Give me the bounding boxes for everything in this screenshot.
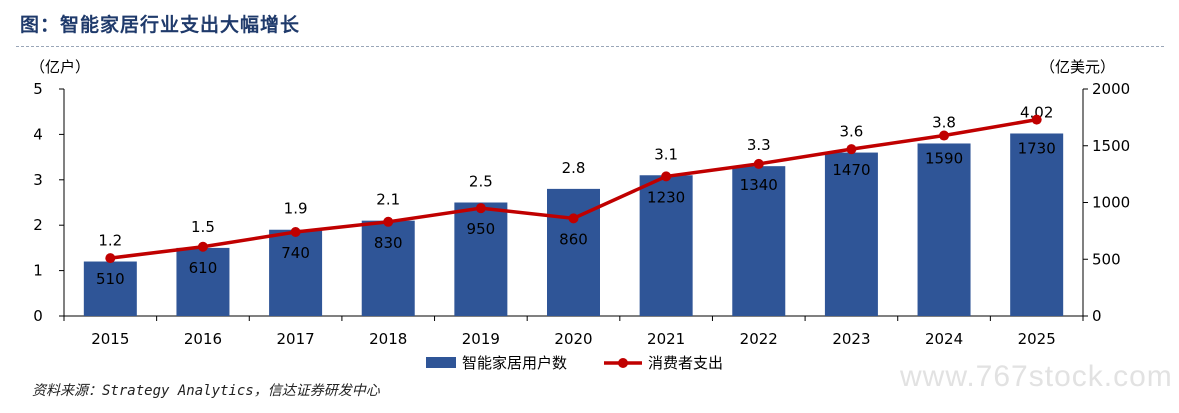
bar: [1010, 133, 1064, 316]
line-value-label: 830: [374, 234, 403, 252]
spending-point: [105, 253, 116, 264]
spending-point: [475, 203, 486, 214]
bar: [824, 152, 878, 316]
line-value-label: 950: [467, 220, 496, 238]
bar: [639, 175, 693, 316]
left-axis-label: （亿户）: [30, 58, 90, 76]
spending-point: [1031, 114, 1042, 125]
line-value-label: 860: [559, 230, 588, 248]
left-tick-label: 1: [33, 262, 43, 280]
chart-title: 图：智能家居行业支出大幅增长: [20, 14, 301, 36]
bar: [361, 220, 415, 316]
spending-point: [939, 130, 950, 141]
bar-value-label: 2.5: [469, 173, 493, 191]
bar-value-label: 1.5: [191, 218, 215, 236]
legend-swatch-bars: [426, 357, 456, 368]
x-tick-label: 2016: [184, 330, 222, 348]
line-value-label: 510: [96, 270, 125, 288]
x-tick-label: 2020: [554, 330, 592, 348]
bar-value-label: 3.8: [932, 113, 956, 131]
bar-value-label: 1.2: [98, 232, 122, 250]
title-divider: [16, 46, 1164, 47]
line-value-label: 1470: [832, 161, 870, 179]
line-value-label: 1730: [1018, 139, 1056, 157]
line-value-label: 1230: [647, 188, 685, 206]
left-tick-label: 5: [33, 80, 43, 98]
bar: [547, 188, 600, 316]
bar: [176, 247, 230, 316]
x-tick-label: 2025: [1018, 330, 1056, 348]
bar: [732, 166, 786, 316]
x-tick-label: 2018: [369, 330, 407, 348]
bar: [454, 202, 508, 316]
x-tick-label: 2019: [462, 330, 500, 348]
right-tick-label: 0: [1092, 307, 1102, 325]
left-tick-label: 2: [33, 216, 43, 234]
right-tick-label: 1500: [1092, 137, 1130, 155]
bar-value-label: 3.1: [654, 145, 678, 163]
left-tick-label: 3: [33, 171, 43, 189]
bar-value-label: 2.1: [376, 191, 400, 209]
spending-point: [290, 227, 301, 238]
legend-label-line: 消费者支出: [648, 354, 723, 372]
spending-point: [568, 213, 579, 224]
spending-point: [661, 171, 672, 182]
x-tick-label: 2015: [91, 330, 129, 348]
right-tick-label: 1000: [1092, 194, 1130, 212]
x-tick-label: 2022: [740, 330, 778, 348]
left-tick-label: 4: [33, 125, 43, 143]
bar: [269, 229, 323, 316]
bar-value-label: 3.6: [839, 123, 863, 141]
source-note: 资料来源：Strategy Analytics，信达证券研发中心: [32, 383, 380, 399]
bar-value-label: 4.02: [1020, 103, 1053, 121]
bar: [83, 261, 137, 316]
spending-point: [383, 216, 394, 227]
bar: [917, 143, 971, 316]
x-tick-label: 2017: [276, 330, 314, 348]
watermark: www.767stock.com: [900, 360, 1173, 393]
spending-point: [197, 241, 208, 252]
right-tick-label: 2000: [1092, 80, 1130, 98]
spending-point: [846, 144, 857, 155]
line-value-label: 1340: [740, 176, 778, 194]
bar-value-label: 1.9: [284, 200, 308, 218]
right-axis-label: （亿美元）: [1040, 58, 1115, 76]
legend-swatch-marker: [618, 358, 628, 368]
x-tick-label: 2021: [647, 330, 685, 348]
right-tick-label: 500: [1092, 250, 1121, 268]
line-value-label: 740: [281, 244, 310, 262]
left-tick-label: 0: [33, 307, 43, 325]
line-value-label: 1590: [925, 149, 963, 167]
x-tick-label: 2023: [832, 330, 870, 348]
line-value-label: 610: [189, 259, 218, 277]
bar-value-label: 2.8: [562, 159, 586, 177]
legend-label-bars: 智能家居用户数: [462, 354, 567, 372]
bar-value-label: 3.3: [747, 136, 771, 154]
x-tick-label: 2024: [925, 330, 963, 348]
spending-point: [753, 158, 764, 169]
